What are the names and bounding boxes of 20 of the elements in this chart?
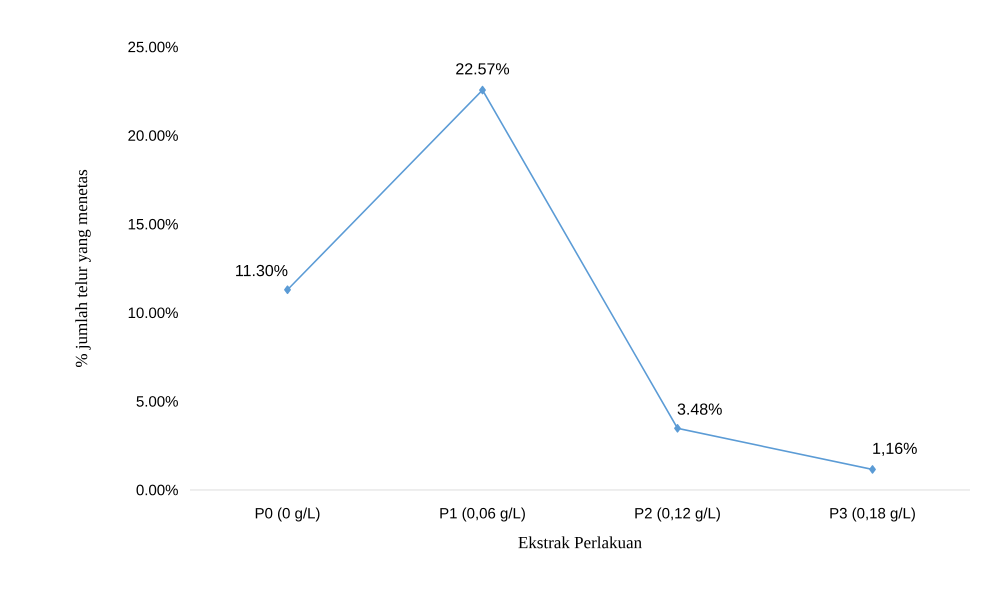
point <box>479 86 486 94</box>
point <box>869 465 876 474</box>
data-label: 3.48% <box>678 403 722 415</box>
y-axis-title: % jumlah telur yang menetas <box>75 170 91 368</box>
y-tick-label: 20.00% <box>128 130 178 141</box>
point <box>284 285 291 294</box>
x-tick-label: P0 (0 g/L) <box>256 508 320 522</box>
x-tick-label: P2 (0,12 g/L) <box>635 508 720 522</box>
x-tick-label: P3 (0,18 g/L) <box>830 508 915 522</box>
data-label: 22.57% <box>456 63 510 75</box>
x-tick-label: P1 (0,06 g/L) <box>440 508 525 522</box>
data-label: 11.30% <box>236 264 288 276</box>
y-tick-label: 0.00% <box>136 484 178 496</box>
y-tick-label: 15.00% <box>128 218 178 230</box>
y-tick-label: 10.00% <box>128 307 178 318</box>
data-label: 1,16% <box>873 442 917 456</box>
point <box>674 424 681 433</box>
x-axis-title: Ekstrak Perlakuan <box>518 536 642 548</box>
y-tick-label: 25.00% <box>128 42 178 52</box>
y-tick-label: 5.00% <box>136 396 178 407</box>
